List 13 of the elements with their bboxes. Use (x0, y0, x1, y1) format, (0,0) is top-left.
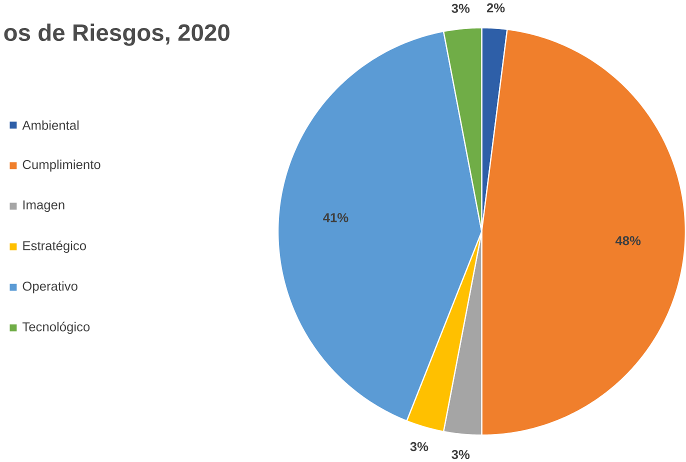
legend-label: Operativo (22, 281, 78, 294)
data-label: 41% (323, 212, 348, 222)
legend-label: Estratégico (23, 240, 86, 253)
legend-label: Tecnológico (22, 322, 90, 334)
data-label: 2% (486, 3, 505, 12)
data-label: 3% (452, 450, 470, 459)
legend-label: Cumplimiento (22, 159, 100, 172)
data-label: 3% (452, 4, 470, 13)
legend-label: Imagen (23, 200, 64, 212)
legend-label: Ambiental (22, 120, 79, 130)
text: os de Riesgos, 2020 (4, 23, 230, 46)
data-label: 48% (615, 236, 641, 246)
data-label: 3% (410, 442, 428, 451)
